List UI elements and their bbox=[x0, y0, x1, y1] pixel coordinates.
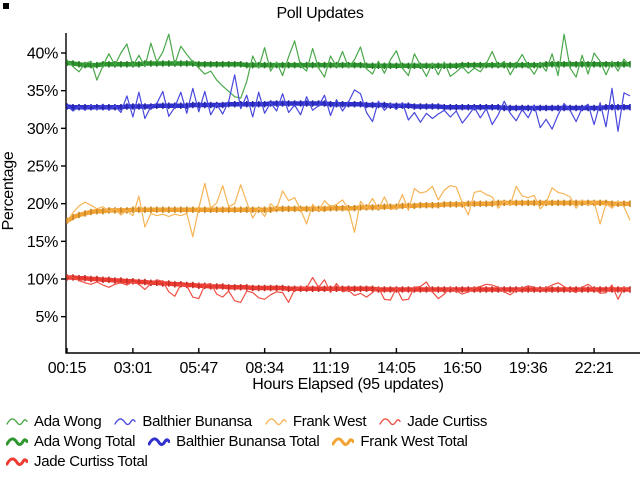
x-tick-label: 11:19 bbox=[312, 360, 350, 377]
y-tick-label: 10% bbox=[27, 271, 58, 288]
legend: Ada Wong Balthier Bunansa Frank West Jade C… bbox=[6, 413, 500, 470]
series-markers-balthier-bunansa-total bbox=[66, 100, 631, 112]
y-tick-label: 40% bbox=[27, 46, 58, 63]
legend-label: Frank West Total bbox=[360, 433, 468, 450]
legend-label: Jade Curtiss bbox=[407, 413, 488, 430]
legend-line-swatch-icon bbox=[6, 436, 28, 446]
legend-row: Jade Curtiss Total bbox=[6, 453, 500, 470]
y-tick-label: 30% bbox=[27, 121, 58, 138]
x-axis-label: Hours Elapsed (95 updates) bbox=[252, 376, 444, 393]
legend-line-swatch-icon bbox=[332, 436, 355, 446]
legend-item-frank-west: Frank West bbox=[265, 413, 367, 430]
y-tick-label: 35% bbox=[27, 83, 58, 100]
x-tick-label: 19:36 bbox=[509, 360, 548, 377]
legend-item-jade-curtiss-total: Jade Curtiss Total bbox=[6, 453, 148, 470]
series-line-frank-west bbox=[66, 182, 631, 238]
y-tick-label: 25% bbox=[27, 158, 58, 175]
legend-row: Ada Wong Balthier Bunansa Frank West Jade C… bbox=[6, 413, 500, 430]
y-tick-label: 15% bbox=[27, 234, 58, 251]
legend-line-swatch-icon bbox=[6, 456, 28, 466]
corner-artifact-dot bbox=[3, 3, 9, 9]
chart-title: Poll Updates bbox=[276, 5, 364, 22]
legend-line-swatch-icon bbox=[265, 417, 287, 425]
axis-lines bbox=[65, 33, 640, 354]
x-tick-label: 08:34 bbox=[245, 360, 284, 377]
legend-item-ada-wong: Ada Wong bbox=[6, 413, 102, 430]
legend-label: Jade Curtiss Total bbox=[34, 453, 148, 470]
legend-line-swatch-icon bbox=[6, 417, 28, 425]
series-markers-frank-west-total bbox=[66, 199, 631, 225]
x-tick-label: 14:05 bbox=[377, 360, 416, 377]
legend-item-frank-west-total: Frank West Total bbox=[332, 433, 468, 450]
x-tick-label: 03:01 bbox=[114, 360, 153, 377]
legend-line-swatch-icon bbox=[114, 417, 137, 425]
series-line-balthier-bunansa bbox=[66, 74, 631, 132]
legend-item-balthier-bunansa-total: Balthier Bunansa Total bbox=[148, 433, 320, 450]
legend-label: Balthier Bunansa Total bbox=[176, 433, 320, 450]
legend-item-jade-curtiss: Jade Curtiss bbox=[379, 413, 487, 430]
legend-row: Ada Wong Total Balthier Bunansa Total Fran… bbox=[6, 433, 500, 450]
legend-item-ada-wong-total: Ada Wong Total bbox=[6, 433, 135, 450]
series-line-ada-wong bbox=[66, 33, 631, 99]
series-markers-jade-curtiss-total bbox=[66, 274, 631, 293]
legend-line-swatch-icon bbox=[148, 436, 171, 446]
legend-line-swatch-icon bbox=[379, 417, 401, 425]
y-tick-label: 5% bbox=[35, 309, 58, 326]
x-tick-label: 05:47 bbox=[179, 360, 218, 377]
legend-label: Ada Wong Total bbox=[34, 433, 136, 450]
legend-item-balthier-bunansa: Balthier Bunansa bbox=[114, 413, 252, 430]
y-tick-label: 20% bbox=[27, 196, 58, 213]
x-tick-label: 00:15 bbox=[48, 360, 87, 377]
x-tick-label: 22:21 bbox=[575, 360, 614, 377]
legend-label: Balthier Bunansa bbox=[142, 413, 252, 430]
legend-label: Frank West bbox=[292, 413, 367, 430]
series-line-jade-curtiss bbox=[66, 276, 631, 303]
legend-label: Ada Wong bbox=[34, 413, 102, 430]
x-tick-label: 16:50 bbox=[443, 360, 482, 377]
